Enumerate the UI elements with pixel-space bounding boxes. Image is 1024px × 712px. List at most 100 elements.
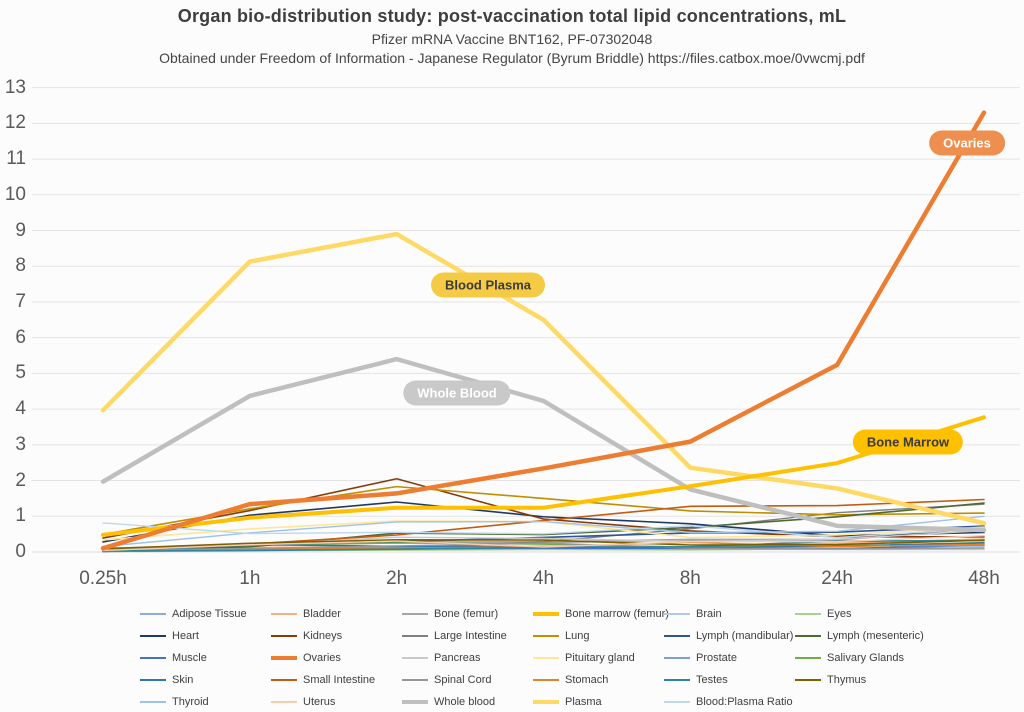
legend-item-bone-femur[interactable]: Bone (femur) xyxy=(402,606,498,622)
series-line-thyroid xyxy=(102,515,985,548)
legend-swatch xyxy=(271,679,297,681)
legend-swatch xyxy=(533,700,559,704)
legend-swatch xyxy=(795,679,821,681)
legend-swatch xyxy=(271,656,297,660)
legend-swatch xyxy=(664,701,690,703)
legend-item-adipose-tissue[interactable]: Adipose Tissue xyxy=(140,606,247,622)
legend-label: Stomach xyxy=(565,674,609,686)
callout-blood-plasma[interactable]: Blood Plasma xyxy=(431,272,545,298)
y-tick-label: 8 xyxy=(15,255,26,277)
legend-swatch xyxy=(140,679,166,681)
x-tick-label: 24h xyxy=(821,568,853,589)
legend-swatch xyxy=(140,635,166,637)
legend-item-whole-blood[interactable]: Whole blood xyxy=(402,694,495,710)
legend-label: Testes xyxy=(696,674,728,686)
legend-swatch xyxy=(402,635,428,637)
series-line-thymus xyxy=(102,539,985,550)
y-tick-label: 11 xyxy=(6,148,26,170)
legend-item-stomach[interactable]: Stomach xyxy=(533,672,608,688)
legend-item-kidneys[interactable]: Kidneys xyxy=(271,628,342,644)
callout-bone-marrow[interactable]: Bone Marrow xyxy=(852,429,964,455)
legend-item-prostate[interactable]: Prostate xyxy=(664,650,737,666)
x-tick-label: 4h xyxy=(532,568,555,589)
legend-item-pituitary-gland[interactable]: Pituitary gland xyxy=(533,650,635,666)
legend-swatch xyxy=(402,612,428,616)
legend-swatch xyxy=(140,657,166,659)
y-tick-label: 7 xyxy=(15,290,26,312)
legend-label: Small Intestine xyxy=(303,674,376,686)
legend-label: Brain xyxy=(696,608,722,620)
series-line-lymph-mesenteric xyxy=(102,502,985,552)
y-tick-label: 13 xyxy=(4,76,26,98)
legend-label: Large Intestine xyxy=(434,630,507,642)
legend-item-thyroid[interactable]: Thyroid xyxy=(140,694,209,710)
legend-item-small-intestine[interactable]: Small Intestine xyxy=(271,672,375,688)
legend-label: Whole blood xyxy=(434,696,496,708)
chart-source-line: Obtained under Freedom of Information - … xyxy=(159,50,865,66)
chart-header: Organ bio-distribution study: post-vacci… xyxy=(0,6,1024,66)
legend-swatch xyxy=(533,657,559,659)
series-line-bone-marrow-femur xyxy=(101,415,986,537)
legend-swatch xyxy=(664,657,690,659)
legend-item-bladder[interactable]: Bladder xyxy=(271,606,341,622)
legend-swatch xyxy=(795,635,821,637)
legend-swatch xyxy=(271,701,297,703)
y-tick-label: 4 xyxy=(15,398,26,420)
legend-item-uterus[interactable]: Uterus xyxy=(271,694,335,710)
legend-item-ovaries[interactable]: Ovaries xyxy=(271,650,341,666)
legend-label: Bone (femur) xyxy=(434,608,499,620)
legend-label: Pituitary gland xyxy=(565,652,635,664)
legend-label: Eyes xyxy=(827,608,852,620)
legend-item-bone-marrow-femur[interactable]: Bone marrow (femur) xyxy=(533,606,669,622)
legend-label: Blood:Plasma Ratio xyxy=(696,696,793,708)
legend-item-heart[interactable]: Heart xyxy=(140,628,199,644)
legend-item-spinal-cord[interactable]: Spinal Cord xyxy=(402,672,491,688)
legend-label: Thymus xyxy=(827,674,867,686)
legend-item-lung[interactable]: Lung xyxy=(533,628,589,644)
legend-item-skin[interactable]: Skin xyxy=(140,672,193,688)
legend-item-plasma[interactable]: Plasma xyxy=(533,694,602,710)
y-tick-label: 0 xyxy=(15,541,26,562)
legend-label: Prostate xyxy=(696,652,737,664)
legend-label: Ovaries xyxy=(303,652,341,664)
legend-item-salivary-glands[interactable]: Salivary Glands xyxy=(795,650,904,666)
x-tick-label: 48h xyxy=(968,568,1000,589)
legend-label: Kidneys xyxy=(303,630,343,642)
series-line-lung xyxy=(102,485,985,536)
legend-swatch xyxy=(533,612,559,616)
legend-swatch xyxy=(140,613,166,615)
legend-label: Skin xyxy=(172,674,194,686)
legend-swatch xyxy=(402,700,428,704)
legend-label: Thyroid xyxy=(172,696,209,708)
legend-item-testes[interactable]: Testes xyxy=(664,672,728,688)
legend-item-pancreas[interactable]: Pancreas xyxy=(402,650,480,666)
legend-swatch xyxy=(271,635,297,637)
legend-item-blood-plasma-ratio[interactable]: Blood:Plasma Ratio xyxy=(664,694,793,710)
legend-label: Uterus xyxy=(303,696,336,708)
callout-ovaries[interactable]: Ovaries xyxy=(929,130,1005,156)
legend-item-brain[interactable]: Brain xyxy=(664,606,722,622)
legend-swatch xyxy=(140,701,166,703)
series-line-blood-plasma-ratio xyxy=(102,522,985,539)
legend-item-lymph-mesenteric[interactable]: Lymph (mesenteric) xyxy=(795,628,924,644)
callout-whole-blood[interactable]: Whole Blood xyxy=(403,380,511,406)
legend-item-thymus[interactable]: Thymus xyxy=(795,672,866,688)
legend-label: Lymph (mandibular) xyxy=(696,630,794,642)
legend-label: Pancreas xyxy=(434,652,481,664)
x-tick-label: 8h xyxy=(679,568,701,589)
legend-label: Bladder xyxy=(303,608,341,620)
legend-swatch xyxy=(795,657,821,659)
legend-item-lymph-mandibular[interactable]: Lymph (mandibular) xyxy=(664,628,793,644)
legend-item-large-intestine[interactable]: Large Intestine xyxy=(402,628,507,644)
series-line-plasma xyxy=(100,231,987,526)
series-line-ovaries xyxy=(100,110,987,551)
series-line-heart xyxy=(102,501,985,543)
x-tick-label: 0.25h xyxy=(79,568,127,589)
y-tick-label: 1 xyxy=(15,505,26,527)
legend-item-eyes[interactable]: Eyes xyxy=(795,606,851,622)
y-tick-label: 9 xyxy=(15,219,26,241)
legend-item-muscle[interactable]: Muscle xyxy=(140,650,207,666)
legend-label: Lung xyxy=(565,630,590,642)
chart-subtitle: Pfizer mRNA Vaccine BNT162, PF-07302048 xyxy=(371,31,653,47)
